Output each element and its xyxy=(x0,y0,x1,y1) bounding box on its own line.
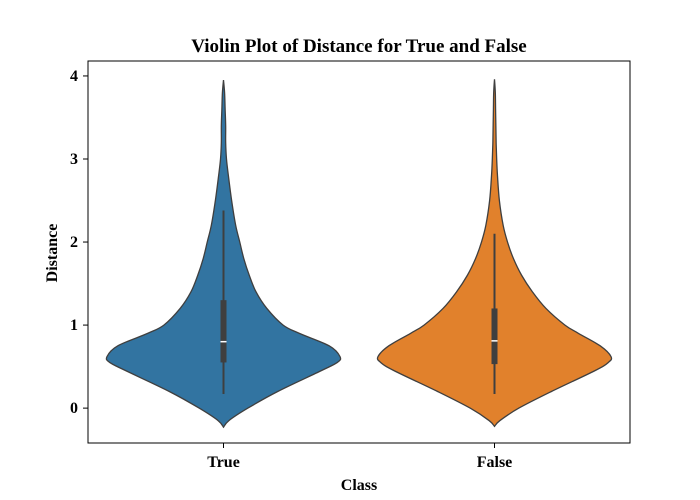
chart-title: Violin Plot of Distance for True and Fal… xyxy=(191,36,526,57)
y-axis: 0 1 2 3 4 xyxy=(70,68,88,417)
x-tick-label: False xyxy=(477,454,513,471)
y-tick-label: 4 xyxy=(70,68,78,85)
y-tick-label: 2 xyxy=(70,234,78,251)
iqr-box-true xyxy=(220,300,227,363)
y-tick-label: 1 xyxy=(70,317,78,334)
plot-frame xyxy=(87,60,631,444)
x-axis: True False xyxy=(207,443,512,471)
y-tick-label: 3 xyxy=(70,151,78,168)
plot-area xyxy=(105,79,613,429)
y-axis-label: Distance xyxy=(44,224,61,283)
iqr-box-false xyxy=(491,308,498,365)
x-axis-label: Class xyxy=(341,477,377,494)
x-tick-label: True xyxy=(207,454,240,471)
y-tick-label: 0 xyxy=(70,400,78,417)
